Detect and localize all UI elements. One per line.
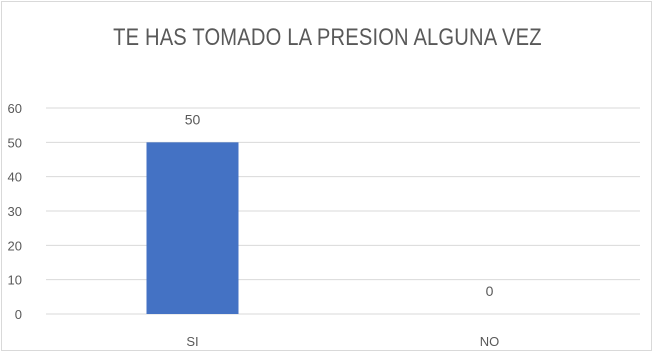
bar-si (146, 142, 239, 314)
y-tick-label: 50 (8, 135, 22, 150)
y-tick-label: 0 (15, 307, 22, 322)
y-tick-label: 30 (8, 204, 22, 219)
x-tick-label: SI (186, 334, 198, 349)
y-tick-label: 20 (8, 238, 22, 253)
x-tick-label: NO (480, 334, 500, 349)
x-axis-tick-labels: SI NO (186, 334, 499, 349)
gridlines (46, 107, 640, 315)
bars (146, 142, 239, 314)
y-axis-tick-labels: 0 10 20 30 40 50 60 (8, 101, 22, 322)
y-tick-label: 60 (8, 101, 22, 116)
data-label: 50 (185, 111, 201, 127)
chart-title: TE HAS TOMADO LA PRESION ALGUNA VEZ (113, 24, 542, 51)
data-labels: 50 0 (185, 111, 494, 299)
data-label: 0 (486, 283, 494, 299)
y-tick-label: 40 (8, 170, 22, 185)
y-tick-label: 10 (8, 273, 22, 288)
